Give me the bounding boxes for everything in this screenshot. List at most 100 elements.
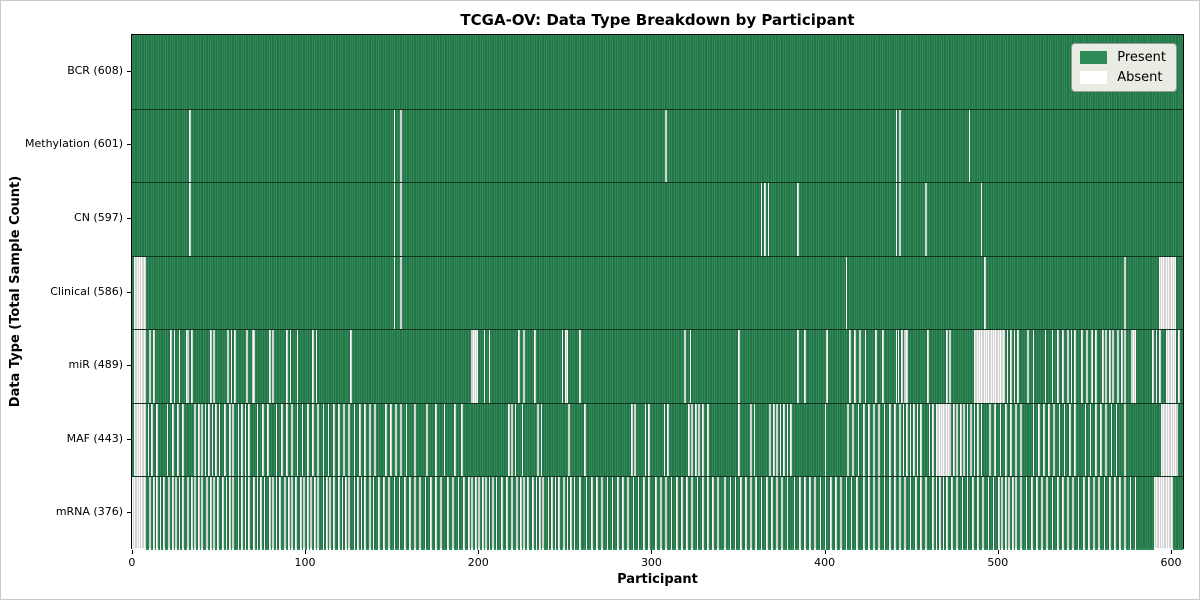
absent-bar: [868, 477, 870, 550]
absent-bar: [1015, 477, 1017, 550]
absent-bar: [755, 477, 758, 550]
absent-bar: [400, 183, 403, 256]
absent-bar: [329, 477, 332, 550]
absent-bar: [1042, 403, 1045, 477]
absent-bar: [925, 183, 927, 256]
absent-bar: [764, 183, 766, 256]
absent-bar: [937, 403, 940, 477]
absent-bar: [894, 477, 896, 550]
absent-bar: [899, 477, 901, 550]
absent-bar: [209, 330, 212, 403]
absent-bar: [942, 477, 945, 550]
absent-bar: [332, 403, 335, 477]
absent-bar: [518, 330, 520, 403]
absent-bar: [622, 477, 624, 550]
absent-bar: [1172, 256, 1175, 330]
absent-bar: [878, 403, 881, 477]
absent-bar: [523, 330, 526, 403]
absent-bar: [606, 477, 609, 550]
absent-bar: [201, 477, 203, 550]
absent-bar: [360, 477, 363, 550]
absent-bar: [874, 330, 877, 403]
absent-bar: [481, 477, 484, 550]
absent-bar: [689, 330, 692, 403]
absent-bar: [523, 477, 526, 550]
absent-bar: [977, 477, 979, 550]
absent-bar: [1134, 330, 1137, 403]
absent-bar: [133, 403, 136, 477]
absent-bar: [1124, 256, 1127, 330]
absent-bar: [1103, 477, 1106, 550]
absent-bar: [1171, 256, 1173, 330]
absent-bar: [949, 330, 952, 403]
absent-bar: [1178, 330, 1180, 403]
absent-bar: [348, 477, 351, 550]
absent-bar: [405, 403, 408, 477]
absent-bar: [526, 477, 529, 550]
absent-bar: [845, 256, 848, 330]
absent-bar: [1010, 330, 1012, 403]
absent-bar: [1134, 477, 1137, 550]
absent-bar: [706, 477, 709, 550]
absent-bar: [982, 477, 985, 550]
absent-bar: [253, 330, 255, 403]
absent-bar: [840, 477, 843, 550]
absent-bar: [138, 477, 141, 550]
x-tick-label-100: 100: [294, 556, 316, 569]
absent-bar: [786, 403, 789, 477]
absent-bar: [797, 330, 799, 403]
absent-bar: [197, 403, 200, 477]
absent-bar: [144, 403, 146, 477]
absent-bar: [772, 403, 775, 477]
absent-bar: [781, 477, 784, 550]
absent-bar: [260, 477, 262, 550]
absent-bar: [803, 477, 806, 550]
absent-bar: [171, 403, 174, 477]
absent-bar: [1037, 403, 1040, 477]
absent-bar: [187, 477, 190, 550]
absent-bar: [268, 477, 271, 550]
absent-bar: [215, 403, 217, 477]
absent-bar: [535, 477, 538, 550]
x-axis-label: Participant: [617, 572, 698, 587]
absent-bar: [1119, 477, 1121, 550]
absent-bar: [244, 477, 247, 550]
absent-bar: [537, 403, 539, 477]
absent-bar: [1155, 330, 1158, 403]
absent-bar: [310, 477, 313, 550]
absent-bar: [584, 403, 586, 477]
absent-bar: [767, 183, 770, 256]
absent-bar: [1115, 403, 1118, 477]
absent-bar: [684, 330, 687, 403]
absent-bar: [135, 256, 138, 330]
absent-bar: [952, 403, 955, 477]
absent-bar: [949, 403, 952, 477]
absent-bar: [1171, 403, 1173, 477]
absent-bar: [1062, 330, 1064, 403]
absent-bar: [275, 403, 278, 477]
absent-bar: [760, 477, 763, 550]
absent-bar: [138, 403, 141, 477]
absent-bar: [1032, 403, 1035, 477]
absent-bar: [317, 403, 320, 477]
absent-bar: [968, 109, 971, 183]
absent-bar: [779, 403, 782, 477]
absent-bar: [959, 403, 962, 477]
absent-bar: [906, 403, 908, 477]
absent-bar: [940, 403, 943, 477]
absent-bar: [997, 330, 1000, 403]
absent-bar: [185, 330, 188, 403]
absent-bar: [973, 330, 976, 403]
absent-bar: [393, 183, 396, 256]
absent-bar: [1048, 403, 1050, 477]
x-tick-mark: [824, 550, 826, 554]
absent-bar: [980, 183, 983, 256]
absent-bar: [190, 330, 193, 403]
absent-bar: [156, 403, 158, 477]
absent-bar: [353, 403, 356, 477]
absent-bar: [478, 477, 481, 550]
absent-bar: [175, 477, 178, 550]
absent-bar: [852, 403, 855, 477]
absent-bar: [1167, 256, 1170, 330]
absent-bar: [999, 330, 1002, 403]
